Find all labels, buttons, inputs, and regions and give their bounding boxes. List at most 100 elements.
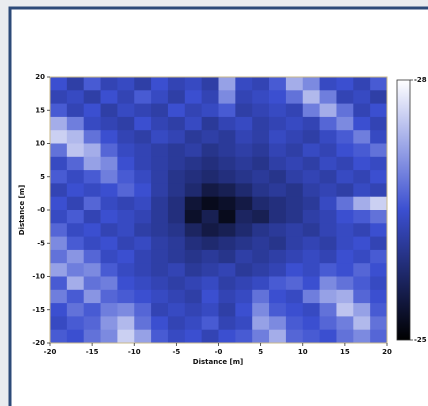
heatmap-cell (370, 289, 388, 304)
heatmap-cell (83, 303, 101, 317)
heatmap-cell (269, 90, 287, 104)
x-tick-label: 10 (298, 348, 308, 356)
heatmap-cell (302, 263, 320, 277)
heatmap-cell (218, 116, 236, 131)
heatmap-cell (83, 276, 101, 291)
heatmap-cell (285, 236, 304, 251)
heatmap-cell (117, 249, 135, 264)
heatmap-cell (100, 263, 118, 277)
heatmap-cell (235, 316, 253, 331)
heatmap-cell (66, 156, 85, 171)
heatmap-cell (370, 210, 388, 224)
heatmap-cell (235, 103, 253, 118)
heatmap-cell (184, 289, 203, 304)
y-tick-label: -20 (32, 339, 45, 347)
y-axis-label: Distance [m] (18, 185, 26, 235)
heatmap-cell (201, 276, 219, 291)
heatmap-cell (50, 276, 68, 291)
heatmap-cell (184, 303, 203, 317)
y-tick-label: 15 (35, 106, 45, 114)
heatmap-cell (134, 249, 152, 264)
heatmap-cell (167, 170, 186, 184)
heatmap-cell (269, 103, 287, 118)
heatmap-cell (167, 329, 186, 344)
heatmap-cell (319, 196, 337, 211)
heatmap-cell (167, 103, 186, 118)
heatmap-cell (100, 77, 118, 91)
heatmap-cell (319, 183, 337, 198)
heatmap-cell (134, 276, 152, 291)
heatmap-cell (353, 77, 371, 91)
heatmap-cell (353, 210, 371, 224)
heatmap-cell (269, 156, 287, 171)
heatmap-cell (151, 276, 169, 291)
heatmap-cell (269, 77, 287, 91)
heatmap-cell (201, 143, 219, 158)
heatmap-cell (353, 329, 371, 344)
heatmap-cell (370, 329, 388, 344)
heatmap-cell (83, 289, 101, 304)
heatmap-cell (285, 329, 304, 344)
heatmap-cell (252, 143, 270, 158)
heatmap-cell (151, 170, 169, 184)
heatmap-cell (285, 156, 304, 171)
heatmap-cell (66, 249, 85, 264)
heatmap-cell (167, 156, 186, 171)
heatmap-cell (151, 143, 169, 158)
heatmap-cell (167, 210, 186, 224)
heatmap-cell (302, 303, 320, 317)
heatmap-cell (66, 183, 85, 198)
heatmap-cell (336, 90, 354, 104)
heatmap-cell (302, 223, 320, 237)
heatmap-cell (66, 289, 85, 304)
heatmap-cell (201, 103, 219, 118)
heatmap-cell (66, 236, 85, 251)
x-tick-label: -20 (44, 348, 57, 356)
heatmap-cell (319, 90, 337, 104)
heatmap-cell (269, 143, 287, 158)
heatmap-cell (66, 143, 85, 158)
colorbar-tick-label: -25 (414, 336, 427, 344)
heatmap-cell (100, 196, 118, 211)
heatmap-cell (134, 156, 152, 171)
heatmap-cell (134, 183, 152, 198)
heatmap-cell (184, 130, 203, 144)
heatmap-cell (336, 77, 354, 91)
heatmap-cell (336, 103, 354, 118)
heatmap-cell (252, 77, 270, 91)
heatmap-cell (184, 276, 203, 291)
heatmap-cell (370, 156, 388, 171)
heatmap-cell (252, 90, 270, 104)
heatmap-cell (167, 116, 186, 131)
heatmap-cell (184, 90, 203, 104)
heatmap-cell (319, 249, 337, 264)
heatmap-cell (66, 316, 85, 331)
heatmap-cell (353, 183, 371, 198)
heatmap-cell (285, 249, 304, 264)
heatmap-cell (184, 210, 203, 224)
heatmap-cell (50, 116, 68, 131)
heatmap-cell (336, 303, 354, 317)
heatmap-cell (285, 183, 304, 198)
heatmap-cell (235, 77, 253, 91)
heatmap-cell (66, 223, 85, 237)
heatmap-cell (134, 329, 152, 344)
heatmap-cell (50, 90, 68, 104)
heatmap-cell (336, 170, 354, 184)
heatmap-cell (201, 289, 219, 304)
heatmap-cell (319, 103, 337, 118)
heatmap-cell (370, 170, 388, 184)
heatmap-cell (117, 130, 135, 144)
heatmap-cell (319, 77, 337, 91)
heatmap-cell (50, 236, 68, 251)
x-tick-label: -10 (128, 348, 141, 356)
heatmap-cell (218, 130, 236, 144)
heatmap-cell (66, 130, 85, 144)
heatmap-cell (302, 143, 320, 158)
y-tick-label: 20 (35, 73, 45, 81)
heatmap-cell (83, 130, 101, 144)
heatmap-cell (66, 210, 85, 224)
heatmap-cell (353, 116, 371, 131)
heatmap-cell (252, 223, 270, 237)
heatmap-cell (66, 170, 85, 184)
